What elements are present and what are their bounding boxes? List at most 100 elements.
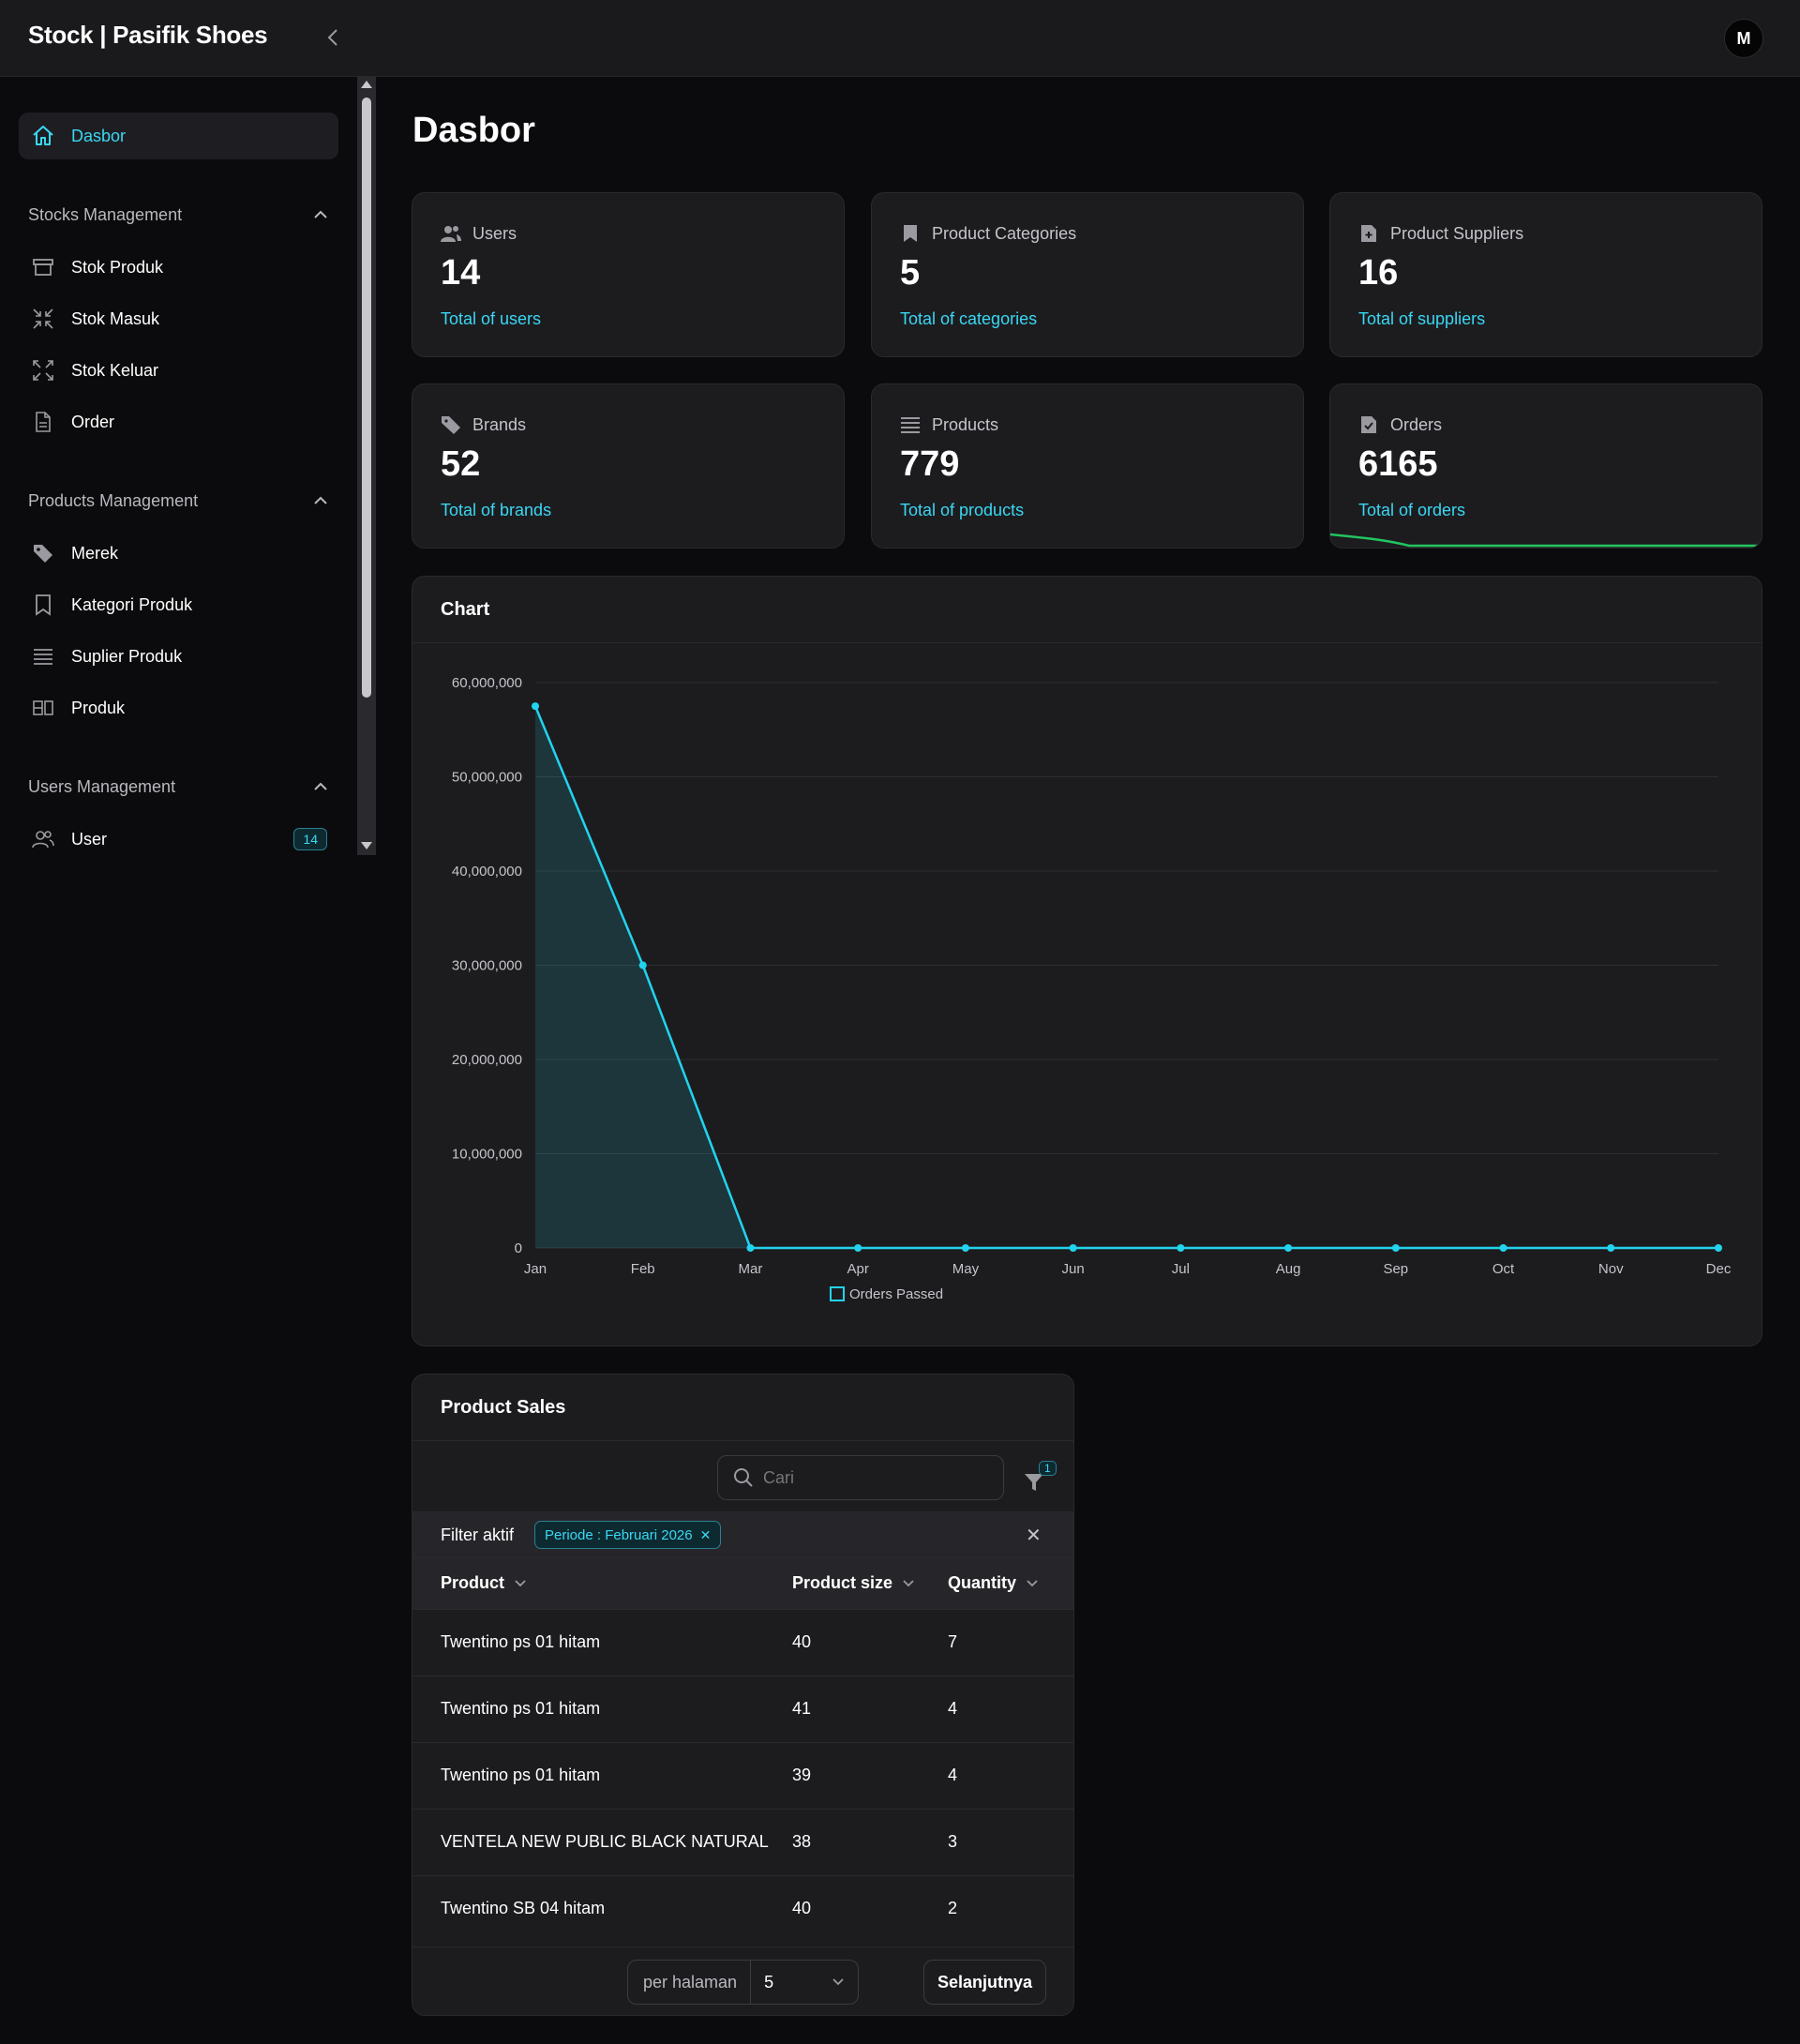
bookmark-icon: [30, 592, 56, 618]
chevron-up-icon: [314, 496, 327, 504]
table-row[interactable]: Twentino ps 01 hitam 40 7: [412, 1609, 1073, 1676]
stat-desc: Total of users: [441, 309, 542, 328]
search-icon: [734, 1468, 753, 1487]
sidebar-item-produk[interactable]: Produk: [19, 684, 338, 731]
chevron-down-icon: [515, 1579, 526, 1586]
stat-desc: Total of products: [900, 501, 1025, 519]
chart-title: Chart: [441, 599, 490, 620]
series-line: [533, 705, 1718, 1250]
sidebar-item-order[interactable]: Order: [19, 398, 338, 445]
stat-desc: Total of categories: [900, 309, 1038, 328]
top-bar: Stock | Pasifik Shoes M: [0, 0, 1800, 77]
clear-filters-close-icon[interactable]: ✕: [1026, 1525, 1042, 1546]
pagination-bar: per halaman 5 Selanjutnya: [412, 1946, 1073, 2015]
stat-card-products: Products 779 Total of products: [871, 383, 1304, 549]
data-point: [1177, 1244, 1185, 1252]
data-point: [1284, 1244, 1293, 1252]
sidebar-item-merek[interactable]: Merek: [19, 530, 338, 577]
sidebar-item-suplier-produk[interactable]: Suplier Produk: [19, 633, 338, 680]
y-tick-label: 60,000,000: [452, 675, 522, 691]
sidebar-item-label: Dasbor: [71, 126, 127, 145]
x-tick-label: Jun: [1062, 1261, 1085, 1277]
home-icon: [30, 123, 56, 149]
tag-icon: [441, 414, 461, 435]
table-row[interactable]: Twentino ps 01 hitam 41 4: [412, 1676, 1073, 1742]
stat-desc: Total of orders: [1358, 501, 1466, 519]
stat-desc: Total of brands: [441, 501, 552, 519]
sidebar-item-stok-masuk[interactable]: Stok Masuk: [19, 295, 338, 342]
chevron-down-icon: [1027, 1579, 1038, 1586]
legend-label: Orders Passed: [849, 1286, 943, 1302]
list-icon: [900, 414, 921, 435]
sidebar-item-user[interactable]: User 14: [19, 816, 338, 863]
series-area: [535, 706, 1718, 1248]
users-icon: [441, 223, 461, 244]
stat-value: 14: [441, 253, 481, 293]
per-page-select[interactable]: per halaman 5: [627, 1960, 859, 2005]
file-icon: [30, 409, 56, 435]
data-point: [1715, 1244, 1722, 1252]
y-tick-label: 10,000,000: [452, 1147, 522, 1163]
filter-count-badge: 1: [1039, 1461, 1057, 1476]
data-point: [746, 1244, 755, 1252]
stat-card-suppliers: Product Suppliers 16 Total of suppliers: [1329, 192, 1762, 357]
table-row[interactable]: Twentino SB 04 hitam 40 2: [412, 1875, 1073, 1942]
per-page-label: per halaman: [628, 1961, 752, 2004]
legend-swatch: [830, 1286, 845, 1301]
sidebar-group-stocks[interactable]: Stocks Management: [28, 201, 328, 229]
chevron-up-icon: [314, 210, 327, 218]
close-icon[interactable]: ✕: [699, 1526, 712, 1542]
sidebar-group-users[interactable]: Users Management: [28, 773, 328, 801]
data-point: [1607, 1244, 1615, 1252]
sidebar-scrollbar[interactable]: [357, 77, 376, 855]
sidebar: Dasbor Stocks Management Stok Produk Sto…: [0, 77, 356, 855]
table-row[interactable]: Twentino ps 01 hitam 39 4: [412, 1742, 1073, 1809]
table-row[interactable]: VENTELA NEW PUBLIC BLACK NATURAL 38 3: [412, 1809, 1073, 1875]
sidebar-item-stok-produk[interactable]: Stok Produk: [19, 244, 338, 291]
file-check-icon: [1358, 414, 1379, 435]
sidebar-item-dasbor[interactable]: Dasbor: [19, 113, 338, 159]
y-tick-label: 20,000,000: [452, 1052, 522, 1068]
filter-button[interactable]: 1: [1022, 1461, 1061, 1498]
stat-card-orders: Orders 6165 Total of orders: [1329, 383, 1762, 549]
column-header-product[interactable]: Product: [441, 1573, 527, 1593]
scroll-up-arrow-icon[interactable]: [361, 81, 372, 88]
filter-label: Filter aktif: [441, 1525, 515, 1544]
collapse-sidebar-button[interactable]: [319, 23, 349, 53]
filter-chip[interactable]: Periode : Februari 2026 ✕: [534, 1521, 722, 1549]
per-page-value: 5: [764, 1972, 774, 1991]
stat-card-users: Users 14 Total of users: [412, 192, 845, 357]
arrows-out-icon: [30, 357, 56, 383]
x-tick-label: Oct: [1492, 1261, 1515, 1277]
stat-card-categories: Product Categories 5 Total of categories: [871, 192, 1304, 357]
y-tick-label: 0: [515, 1240, 522, 1256]
data-point: [532, 702, 539, 711]
user-count-badge: 14: [293, 828, 327, 850]
sidebar-item-kategori-produk[interactable]: Kategori Produk: [19, 581, 338, 628]
next-page-button[interactable]: Selanjutnya: [923, 1960, 1046, 2005]
avatar[interactable]: M: [1724, 19, 1763, 58]
column-header-product-size[interactable]: Product size: [792, 1573, 915, 1593]
scroll-down-arrow-icon[interactable]: [361, 842, 372, 849]
chevron-left-icon: [327, 29, 338, 46]
layout-icon: [30, 695, 56, 721]
y-tick-label: 50,000,000: [452, 770, 522, 786]
x-tick-label: Mar: [739, 1261, 763, 1277]
chevron-down-icon: [903, 1579, 914, 1586]
sidebar-group-products[interactable]: Products Management: [28, 487, 328, 515]
x-tick-label: Nov: [1598, 1261, 1624, 1277]
sidebar-item-stok-keluar[interactable]: Stok Keluar: [19, 347, 338, 394]
bookmark-icon: [900, 223, 921, 244]
data-point: [638, 961, 647, 969]
x-tick-label: Apr: [848, 1261, 869, 1277]
tag-icon: [30, 540, 56, 566]
scrollbar-thumb[interactable]: [362, 98, 371, 698]
data-point: [1069, 1244, 1077, 1252]
users-icon: [30, 826, 56, 852]
search-box[interactable]: [717, 1455, 1004, 1500]
product-sales-panel: Product Sales 1 Filter aktif Periode : F…: [412, 1374, 1074, 2016]
column-header-quantity[interactable]: Quantity: [948, 1573, 1039, 1593]
search-input[interactable]: [763, 1467, 988, 1488]
data-point: [854, 1244, 862, 1252]
chart-panel: Chart 60,000,000 50,000,000 40,000,000 30,0…: [412, 576, 1762, 1346]
